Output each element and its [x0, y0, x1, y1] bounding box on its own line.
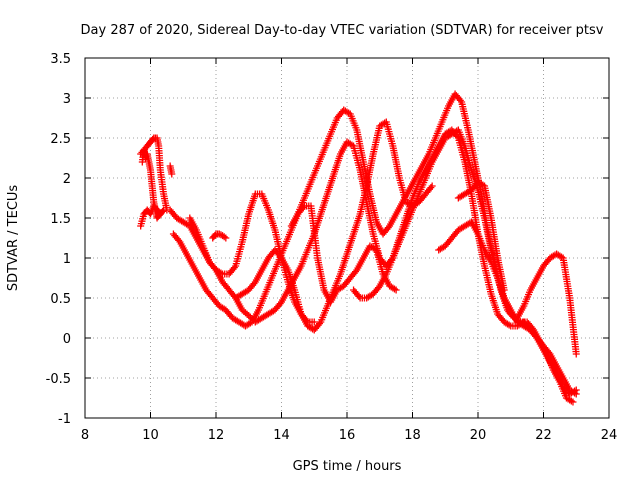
- data-point: [215, 230, 223, 238]
- data-point: [222, 234, 230, 242]
- data-point: [569, 398, 577, 406]
- data-point: [220, 233, 228, 241]
- data-points: [137, 90, 580, 406]
- y-axis-label: SDTVAR / TECUs: [6, 185, 21, 292]
- series-arc-10: [287, 202, 400, 306]
- data-point: [572, 386, 580, 394]
- y-tick-label: 2: [63, 172, 71, 187]
- data-point: [168, 170, 176, 178]
- data-point: [299, 204, 307, 212]
- data-point: [567, 397, 575, 405]
- y-tick-label: 0: [63, 332, 71, 347]
- y-tick-label: 1.5: [50, 212, 71, 227]
- axis-ticks: 8 10 12 14 16 18 20 22 24 -1 -0.5 0 0.5 1 1.5 2 2.5 3 3.5: [46, 52, 618, 443]
- series-arc-11: [350, 126, 580, 398]
- data-point: [310, 318, 318, 326]
- x-tick-label: 16: [339, 428, 356, 443]
- data-point: [276, 252, 284, 260]
- series-arc-8: [209, 230, 230, 242]
- y-tick-label: -0.5: [46, 372, 71, 387]
- series-arc-4: [166, 162, 176, 178]
- data-point: [384, 224, 392, 232]
- y-tick-label: 2.5: [50, 132, 71, 147]
- y-tick-label: 3.5: [50, 52, 71, 67]
- data-point: [390, 285, 398, 293]
- data-point: [428, 182, 436, 190]
- data-point: [532, 332, 540, 340]
- data-point: [217, 269, 225, 277]
- x-tick-label: 14: [273, 428, 290, 443]
- data-point: [276, 300, 284, 308]
- data-point: [250, 280, 258, 288]
- data-point: [230, 264, 238, 272]
- chart-title: Day 287 of 2020, Sidereal Day-to-day VTE…: [81, 23, 604, 38]
- data-point: [571, 387, 579, 395]
- series-arc-12: [435, 218, 580, 358]
- data-point: [374, 284, 382, 292]
- x-tick-label: 12: [208, 428, 225, 443]
- x-tick-label: 8: [81, 428, 89, 443]
- data-point: [245, 312, 253, 320]
- series-arc-3: [138, 146, 164, 222]
- data-point: [355, 292, 363, 300]
- data-point: [456, 96, 464, 104]
- data-point: [392, 286, 400, 294]
- data-point: [427, 184, 435, 192]
- data-point: [160, 206, 168, 214]
- data-point: [572, 350, 580, 358]
- x-axis-label: GPS time / hours: [293, 459, 402, 474]
- data-point: [500, 286, 508, 294]
- x-tick-label: 18: [404, 428, 421, 443]
- x-tick-label: 10: [142, 428, 159, 443]
- y-tick-label: 0.5: [50, 292, 71, 307]
- x-tick-label: 24: [601, 428, 618, 443]
- y-tick-label: -1: [58, 412, 71, 427]
- series-arc-9: [232, 118, 436, 334]
- data-point: [352, 268, 360, 276]
- series-arc-13: [454, 178, 508, 294]
- data-point: [156, 210, 164, 218]
- x-tick-label: 20: [470, 428, 487, 443]
- data-point: [315, 320, 323, 328]
- data-point: [243, 310, 251, 318]
- data-point: [155, 211, 163, 219]
- y-tick-label: 3: [63, 92, 71, 107]
- y-tick-label: 1: [63, 252, 71, 267]
- data-point: [505, 321, 513, 329]
- data-point: [175, 236, 183, 244]
- x-tick-label: 22: [535, 428, 552, 443]
